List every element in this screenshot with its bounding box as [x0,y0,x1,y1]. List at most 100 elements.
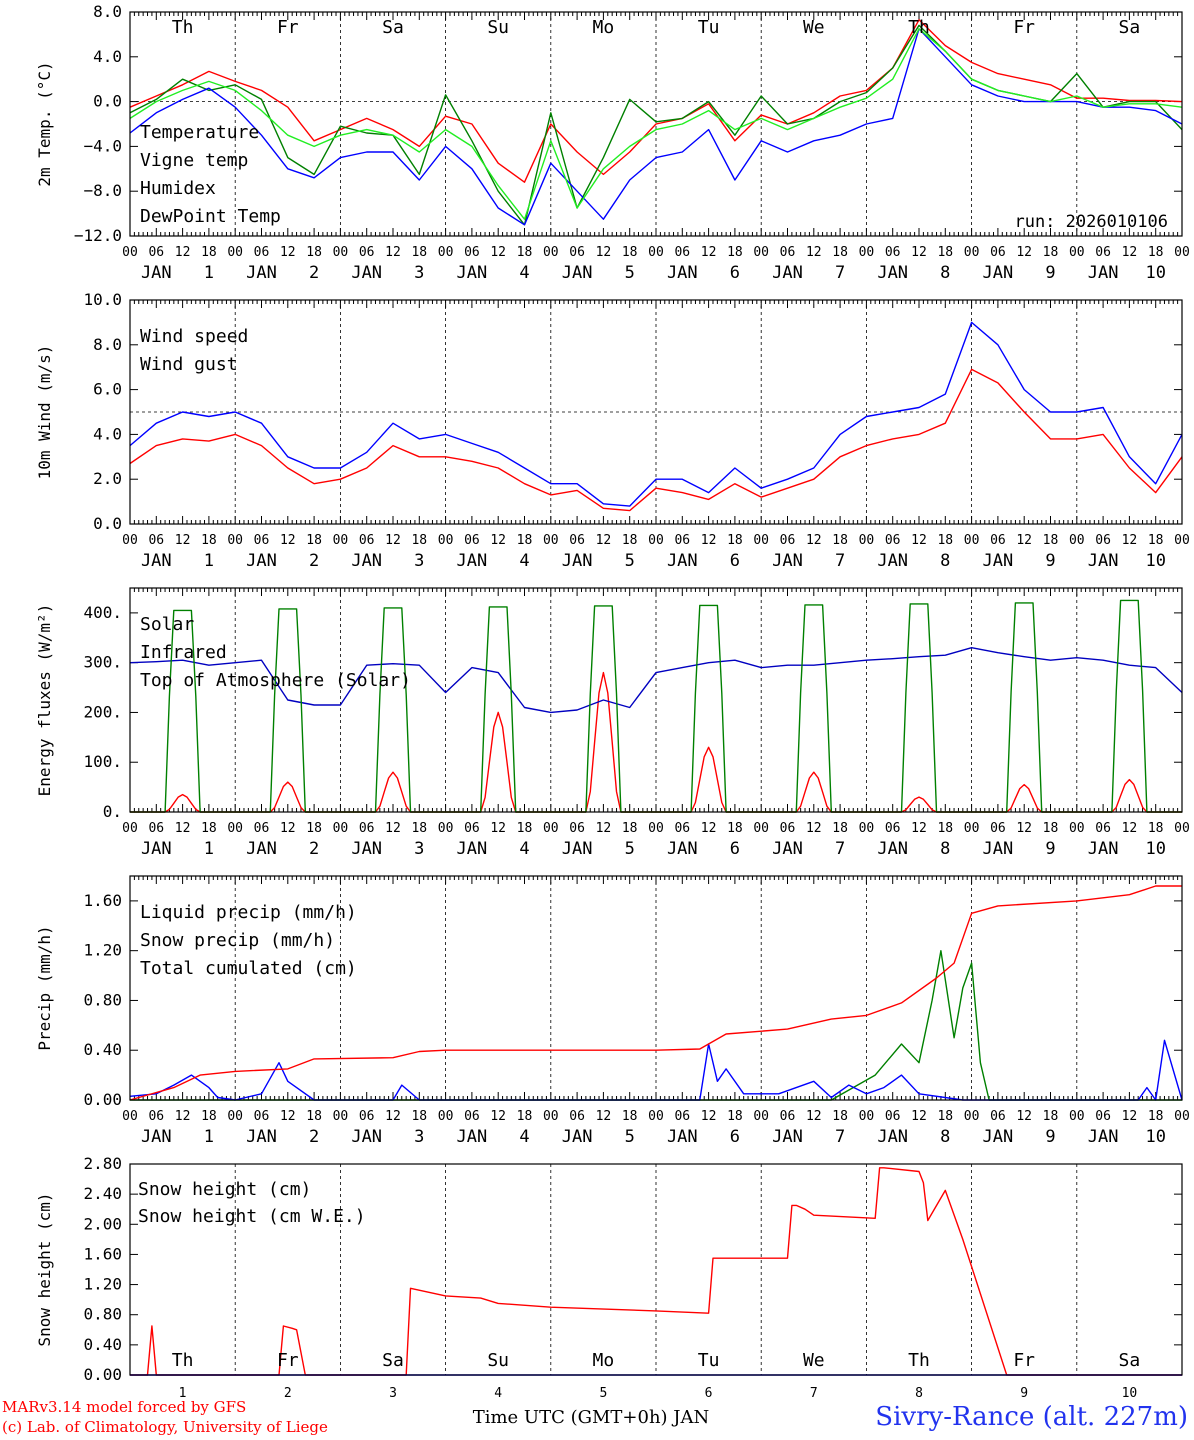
x-hour-label: 00 [543,533,559,548]
x-day-label: 5 [625,263,635,283]
day-name-top: Sa [382,17,404,38]
x-month-label: JAN [667,263,698,283]
x-day-number: 5 [599,1386,607,1401]
x-hour-label: 00 [227,821,243,836]
x-hour-label: 12 [911,1109,927,1124]
y-tick-label: 100. [83,752,122,771]
x-hour-label: 12 [1122,821,1138,836]
x-day-label: 10 [1145,839,1165,859]
y-tick-label: 400. [83,603,122,622]
x-month-label: JAN [457,263,488,283]
series-line-humidex [129,28,1183,226]
x-month-label: JAN [246,551,277,571]
y-tick-label: 0.00 [83,1365,122,1384]
x-hour-label: 00 [122,821,138,836]
x-hour-label: 00 [753,245,769,260]
x-month-label: JAN [667,1127,698,1147]
day-name-top: Th [172,17,194,38]
legend-entry: Infrared [140,642,227,663]
legend-entry: Snow height (cm) [138,1179,311,1200]
y-tick-label: 0.80 [83,1305,122,1324]
y-tick-label: 0.0 [93,514,122,533]
legend-entry: Top of Atmosphere (Solar) [140,670,411,691]
x-hour-label: 00 [333,1109,349,1124]
y-tick-label: 2.80 [83,1154,122,1173]
legend-entry: Total cumulated (cm) [140,958,357,979]
x-hour-label: 18 [306,533,322,548]
legend-entry: DewPoint Temp [140,206,281,227]
x-hour-label: 06 [254,533,270,548]
day-name-top: Su [487,17,509,38]
day-name-bottom: Fr [1013,1350,1035,1371]
y-tick-label: 2.00 [83,1214,122,1233]
x-month-label: JAN [351,263,382,283]
x-month-label: JAN [877,551,908,571]
x-hour-label: 06 [148,1109,164,1124]
y-tick-label: −12.0 [74,226,122,245]
x-day-number: 2 [284,1386,292,1401]
x-hour-label: 06 [1095,245,1111,260]
plot-frame [129,299,1183,525]
x-hour-label: 06 [780,245,796,260]
day-name-bottom: We [803,1350,825,1371]
y-tick-label: 1.20 [83,941,122,960]
x-hour-label: 18 [1043,533,1059,548]
chart-panel-snow: 2.80 2.40 2.00 1.60 1.20 0.80 0.40 0.00 Snow hei… [35,1154,1183,1384]
y-tick-label: 1.60 [83,1244,122,1263]
x-hour-label: 18 [937,1109,953,1124]
x-day-label: 8 [940,551,950,571]
plot-frame [129,1163,1183,1376]
y-tick-label: 300. [83,653,122,672]
x-hour-label: 12 [701,533,717,548]
x-day-label: 3 [414,839,424,859]
x-day-number: 3 [389,1386,397,1401]
x-hour-label: 00 [964,245,980,260]
x-hour-label: 00 [333,821,349,836]
x-month-label: JAN [772,263,803,283]
y-axis-label: Energy fluxes (W/m²) [35,604,54,797]
series-line-liquid-precip-mm-h [130,950,1182,1101]
x-hour-label: 00 [227,533,243,548]
x-month-label: JAN [1088,551,1119,571]
x-hour-label: 12 [1016,533,1032,548]
y-tick-label: 1.20 [83,1275,122,1294]
x-day-label: 8 [940,1127,950,1147]
series-line-snow-height-cm [130,1167,1182,1376]
x-day-label: 1 [204,551,214,571]
x-hour-label: 00 [1069,821,1085,836]
x-hour-label: 18 [832,1109,848,1124]
chart-panel-wind: 10.0 8.0 6.0 4.0 2.0 0.0 10m Wind (m/s) Wind sp… [35,290,1190,571]
x-hour-label: 18 [832,245,848,260]
x-hour-label: 12 [806,245,822,260]
y-tick-label: 8.0 [93,335,122,354]
x-hour-label: 00 [227,245,243,260]
x-month-label: JAN [877,263,908,283]
x-hour-label: 00 [122,245,138,260]
y-tick-label: 2.40 [83,1184,122,1203]
x-day-label: 5 [625,551,635,571]
y-tick-label: 8.0 [93,2,122,21]
x-month-label: JAN [772,1127,803,1147]
x-month-label: JAN [772,551,803,571]
x-month-label: JAN [246,263,277,283]
x-hour-label: 18 [727,1109,743,1124]
x-hour-label: 18 [201,821,217,836]
x-hour-label: 18 [411,533,427,548]
x-hour-label: 18 [1148,1109,1164,1124]
y-axis-label: Precip (mm/h) [35,925,54,1050]
x-day-label: 10 [1145,263,1165,283]
x-hour-label: 06 [254,821,270,836]
legend-entry: Snow precip (mm/h) [140,930,335,951]
x-day-label: 6 [730,1127,740,1147]
x-month-label: JAN [562,263,593,283]
x-hour-label: 12 [806,1109,822,1124]
x-hour-label: 12 [911,533,927,548]
x-axis-title: Time UTC (GMT+0h) JAN [473,1407,710,1428]
x-day-label: 4 [519,1127,529,1147]
y-tick-label: −8.0 [83,181,122,200]
legend-entry: Humidex [140,178,216,199]
x-hour-label: 06 [569,821,585,836]
x-hour-label: 06 [674,245,690,260]
x-hour-label: 18 [411,821,427,836]
x-day-label: 5 [625,1127,635,1147]
